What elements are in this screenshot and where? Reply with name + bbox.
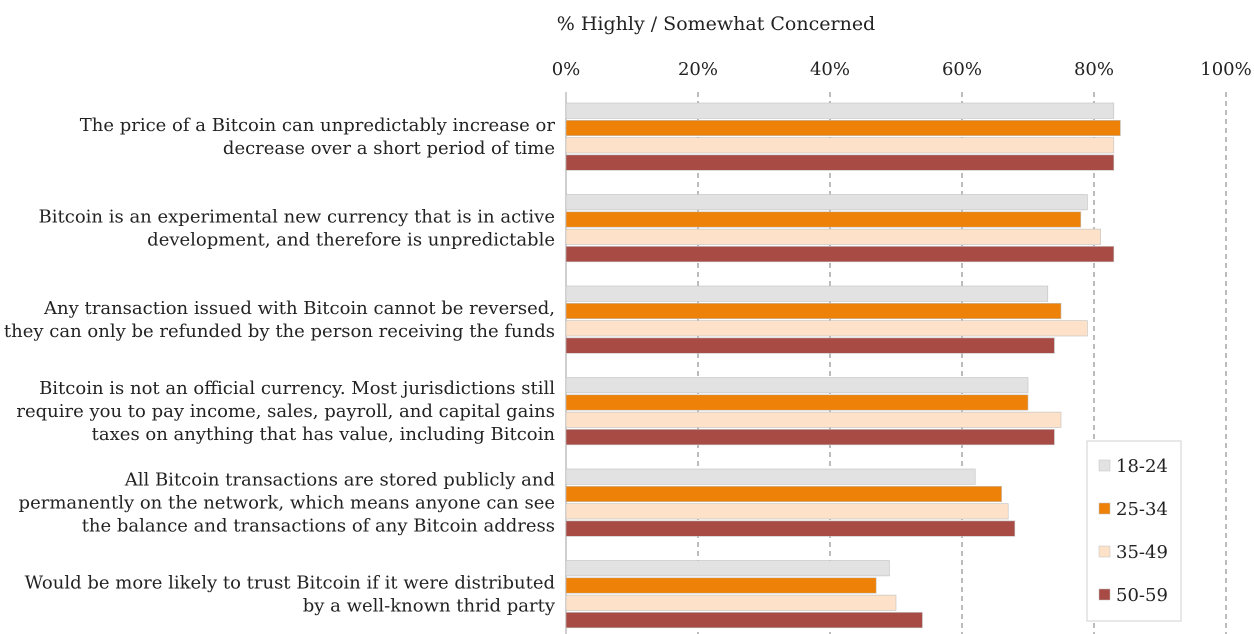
bar-18-24 (565, 285, 1049, 302)
category-label: Bitcoin is not an official currency. Mos… (39, 378, 555, 399)
bar-50-59 (565, 612, 923, 629)
category-label: require you to pay income, sales, payrol… (16, 401, 555, 422)
bar-18-24 (565, 560, 890, 577)
category-label: taxes on anything that has value, includ… (92, 424, 556, 445)
x-axis-title: % Highly / Somewhat Concerned (557, 13, 875, 35)
bar-25-34 (565, 211, 1082, 228)
bar-50-59 (565, 520, 1016, 537)
legend-swatch-50-59 (1098, 588, 1111, 601)
category-label: decrease over a short period of time (223, 138, 555, 159)
legend: 18-24 25-34 35-49 50-59 (1086, 440, 1182, 622)
bar-25-34 (565, 577, 877, 594)
legend-swatch-25-34 (1098, 502, 1111, 515)
bar-50-59 (565, 429, 1055, 446)
x-tick-label: 100% (1200, 59, 1251, 80)
legend-label: 18-24 (1116, 456, 1168, 477)
legend-swatch-35-49 (1098, 545, 1111, 558)
legend-label: 50-59 (1116, 585, 1168, 606)
bar-35-49 (565, 137, 1115, 154)
category-labels: The price of a Bitcoin can unpredictably… (4, 115, 556, 617)
x-tick-labels: 0% 20% 40% 60% 80% 100% (552, 59, 1252, 80)
category-label: All Bitcoin transactions are stored publ… (124, 470, 555, 491)
bar-50-59 (565, 154, 1115, 171)
category-label: permanently on the network, which means … (19, 493, 555, 514)
x-tick-label: 80% (1074, 59, 1114, 80)
legend-label: 25-34 (1116, 499, 1168, 520)
bar-18-24 (565, 102, 1115, 119)
category-label: The price of a Bitcoin can unpredictably… (80, 115, 556, 136)
bar-25-34 (565, 394, 1029, 411)
bar-50-59 (565, 337, 1055, 354)
bar-18-24 (565, 377, 1029, 394)
category-label: Any transaction issued with Bitcoin cann… (43, 298, 555, 319)
category-label: by a well-known thrid party (303, 596, 556, 617)
bar-35-49 (565, 411, 1062, 428)
category-label: they can only be refunded by the person … (4, 321, 555, 342)
bar-25-34 (565, 120, 1121, 137)
legend-swatch-18-24 (1098, 459, 1111, 472)
category-label: Would be more likely to trust Bitcoin if… (25, 573, 555, 594)
bar-35-49 (565, 503, 1009, 520)
bar-25-34 (565, 302, 1062, 319)
bar-35-49 (565, 594, 897, 611)
bar-50-59 (565, 246, 1115, 263)
bar-35-49 (565, 228, 1101, 245)
bar-35-49 (565, 320, 1088, 337)
gridlines (565, 92, 1227, 634)
x-tick-label: 0% (552, 59, 581, 80)
bars (565, 102, 1121, 629)
category-label: the balance and transactions of any Bitc… (82, 516, 555, 537)
bar-25-34 (565, 485, 1002, 502)
category-label: Bitcoin is an experimental new currency … (39, 207, 555, 228)
x-tick-label: 20% (678, 59, 718, 80)
x-tick-label: 40% (810, 59, 850, 80)
bar-18-24 (565, 468, 976, 485)
bar-18-24 (565, 194, 1088, 211)
category-label: development, and therefore is unpredicta… (147, 230, 555, 251)
legend-label: 35-49 (1116, 542, 1168, 563)
x-tick-label: 60% (942, 59, 982, 80)
